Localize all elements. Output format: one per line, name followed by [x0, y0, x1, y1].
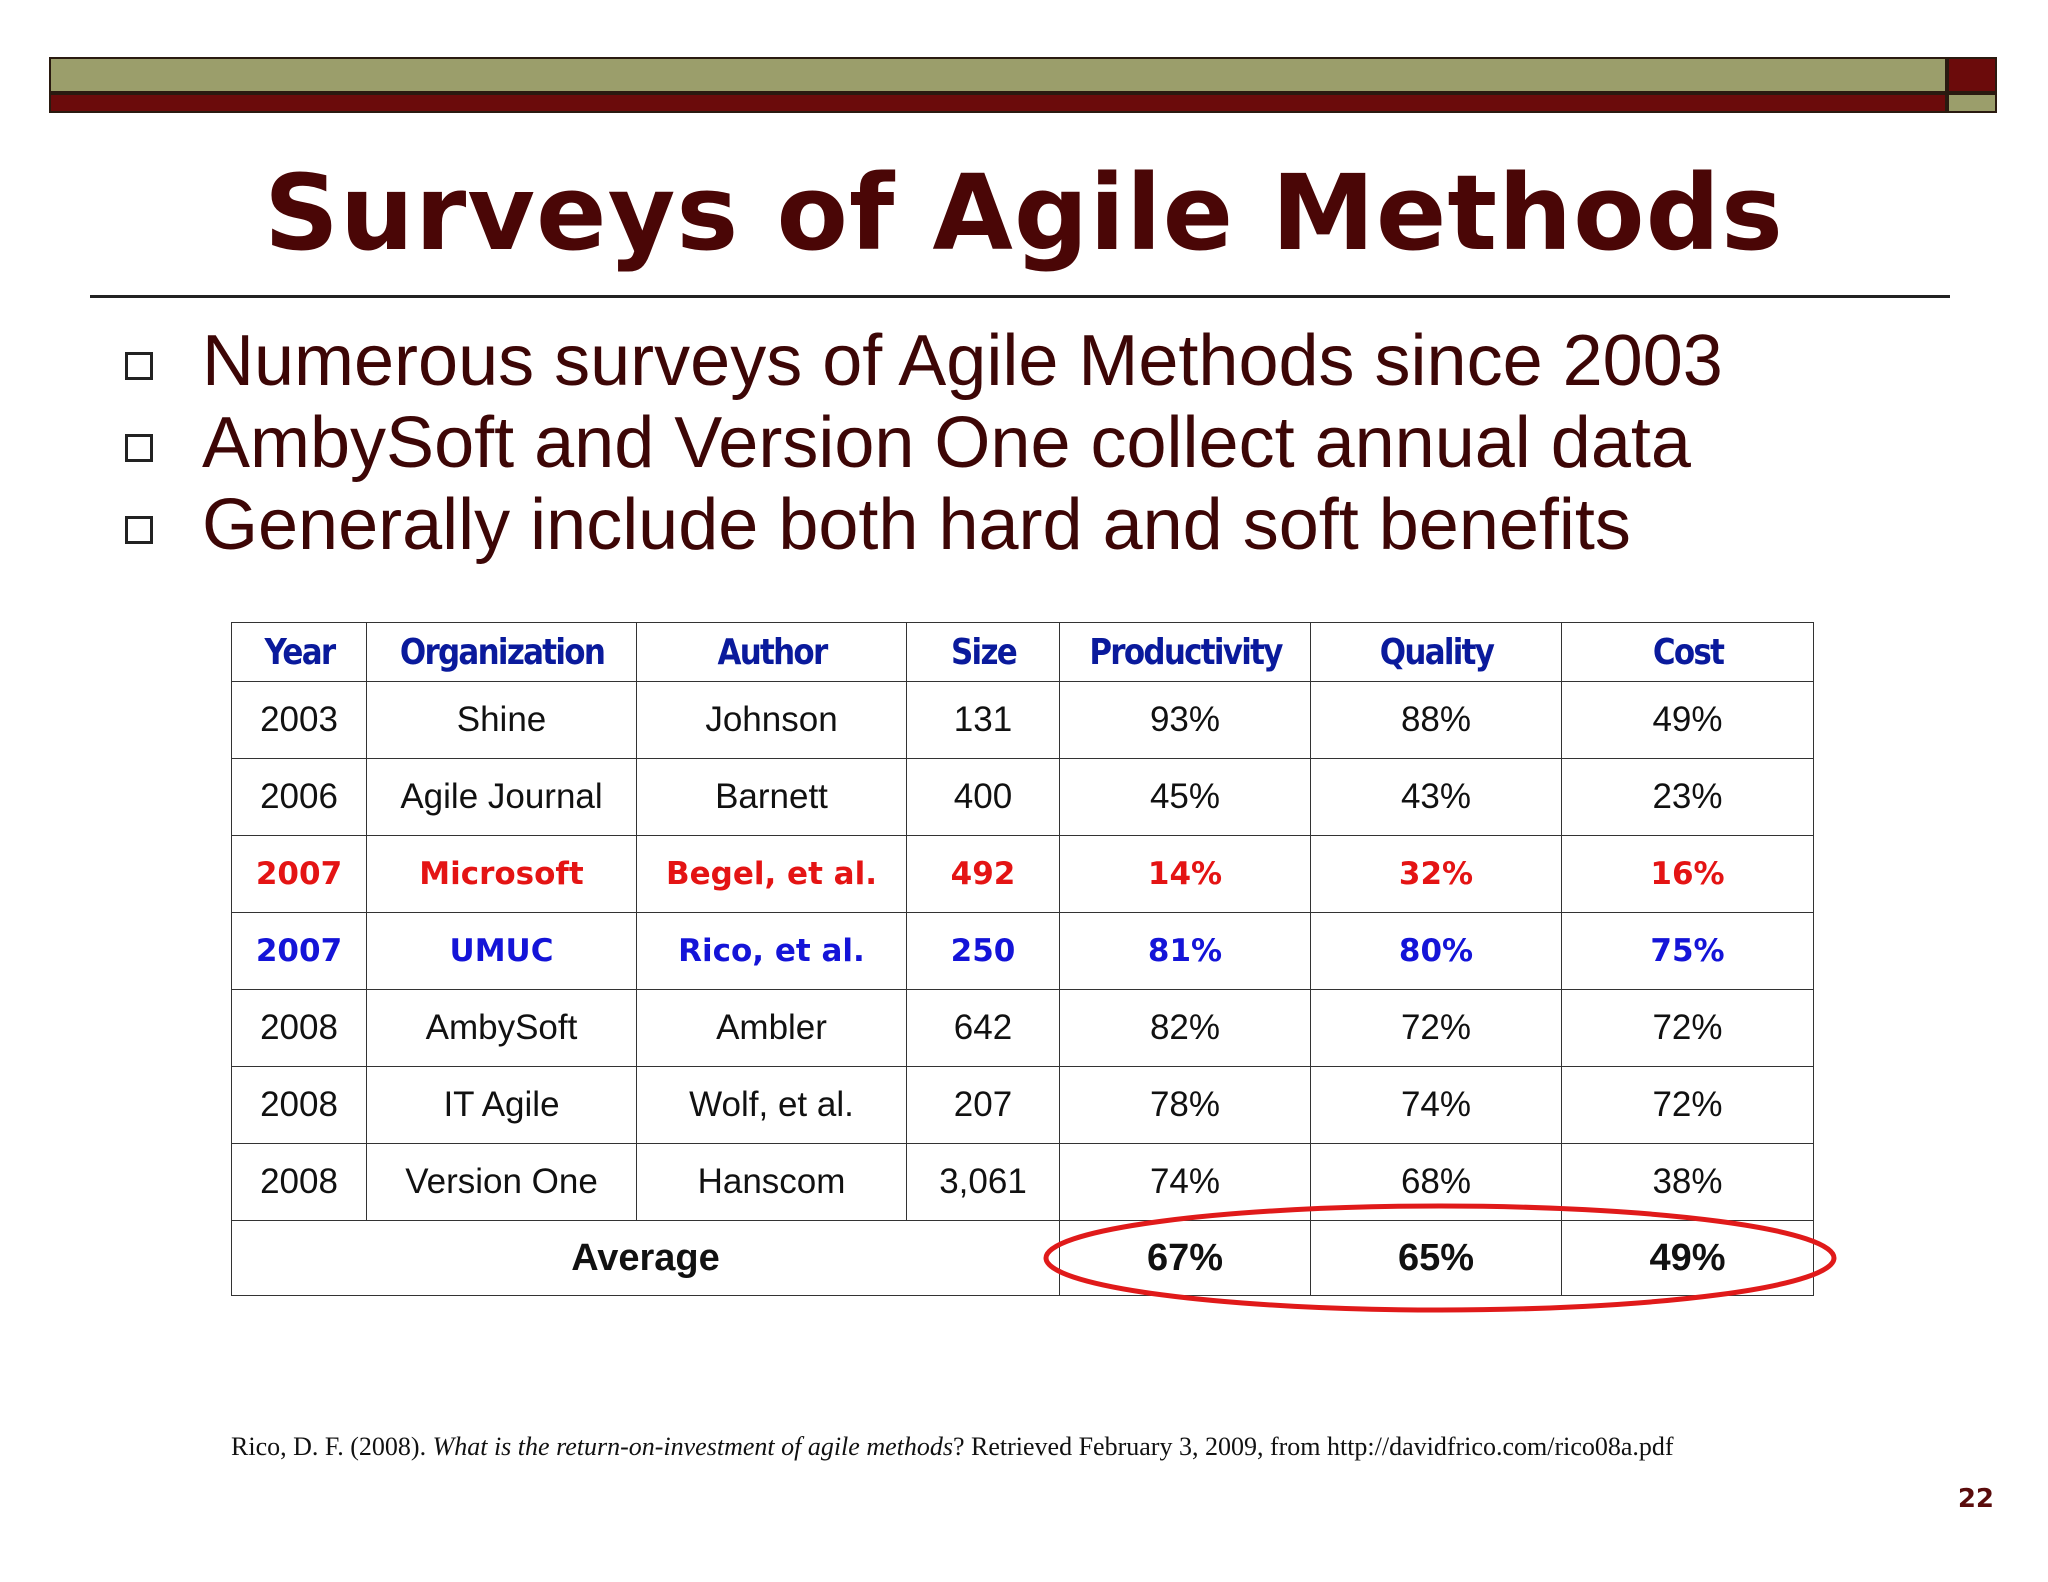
header-productivity: Productivity [1076, 622, 1294, 682]
cell-organization: AmbySoft [366, 989, 637, 1067]
cell-cost: 72% [1561, 989, 1814, 1067]
cell-size: 400 [906, 758, 1060, 836]
citation-prefix: Rico, D. F. (2008). [231, 1432, 433, 1461]
cell-cost: 75% [1561, 912, 1814, 990]
cell-year: 2007 [231, 835, 367, 913]
header-size: Size [916, 622, 1050, 682]
cell-productivity: 45% [1059, 758, 1311, 836]
average-quality: 65% [1310, 1220, 1562, 1296]
cell-productivity: 82% [1059, 989, 1311, 1067]
cell-author: Hanscom [636, 1143, 907, 1221]
cell-productivity: 78% [1059, 1066, 1311, 1144]
cell-author: Rico, et al. [636, 912, 907, 990]
cell-author: Wolf, et al. [636, 1066, 907, 1144]
cell-author: Barnett [636, 758, 907, 836]
table-row: 2006 Agile Journal Barnett 400 45% 43% 2… [231, 758, 1814, 836]
cell-cost: 72% [1561, 1066, 1814, 1144]
table-header-row: Year Organization Author Size Productivi… [232, 622, 1814, 682]
cell-quality: 72% [1310, 989, 1562, 1067]
cell-productivity: 14% [1059, 835, 1311, 913]
survey-table: Year Organization Author Size Productivi… [231, 622, 1814, 1296]
header-organization: Organization [384, 622, 619, 682]
header-bar-olive [49, 57, 1947, 93]
cell-productivity: 93% [1059, 681, 1311, 759]
table-row-highlight-blue: 2007 UMUC Rico, et al. 250 81% 80% 75% [231, 912, 1814, 990]
cell-organization: Agile Journal [366, 758, 637, 836]
bullet-item: Numerous surveys of Agile Methods since … [125, 320, 1723, 402]
cell-quality: 88% [1310, 681, 1562, 759]
bullet-item: AmbySoft and Version One collect annual … [125, 402, 1723, 484]
cell-author: Ambler [636, 989, 907, 1067]
cell-year: 2006 [231, 758, 367, 836]
cell-size: 642 [906, 989, 1060, 1067]
reference-citation: Rico, D. F. (2008). What is the return-o… [231, 1432, 1831, 1462]
cell-organization: IT Agile [366, 1066, 637, 1144]
bullet-text: AmbySoft and Version One collect annual … [202, 403, 1691, 483]
cell-quality: 32% [1310, 835, 1562, 913]
average-highlight-ellipse [1043, 1203, 1837, 1313]
cell-year: 2003 [231, 681, 367, 759]
title-divider [90, 295, 1950, 298]
cell-year: 2008 [231, 989, 367, 1067]
header-quality: Quality [1327, 622, 1545, 682]
cell-productivity: 81% [1059, 912, 1311, 990]
header-author: Author [654, 622, 889, 682]
bullet-text: Numerous surveys of Agile Methods since … [202, 321, 1723, 401]
cell-organization: Shine [366, 681, 637, 759]
cell-size: 207 [906, 1066, 1060, 1144]
table-row-highlight-red: 2007 Microsoft Begel, et al. 492 14% 32%… [231, 835, 1814, 913]
header-corner-maroon [1947, 57, 1997, 93]
citation-title: What is the return-on-investment of agil… [432, 1432, 953, 1461]
cell-quality: 80% [1310, 912, 1562, 990]
slide-title: Surveys of Agile Methods [264, 152, 1784, 274]
average-label: Average [231, 1220, 1060, 1296]
cell-size: 492 [906, 835, 1060, 913]
cell-organization: UMUC [366, 912, 637, 990]
table-row: 2008 IT Agile Wolf, et al. 207 78% 74% 7… [231, 1066, 1814, 1144]
cell-size: 250 [906, 912, 1060, 990]
bullet-item: Generally include both hard and soft ben… [125, 484, 1723, 566]
bullet-text: Generally include both hard and soft ben… [202, 485, 1631, 565]
citation-suffix: ? Retrieved February 3, 2009, from http:… [952, 1432, 1674, 1461]
cell-size: 3,061 [906, 1143, 1060, 1221]
hollow-square-bullet-icon [125, 516, 153, 544]
page-number: 22 [1957, 1484, 1994, 1514]
cell-year: 2007 [231, 912, 367, 990]
cell-organization: Microsoft [366, 835, 637, 913]
cell-author: Johnson [636, 681, 907, 759]
cell-organization: Version One [366, 1143, 637, 1221]
cell-author: Begel, et al. [636, 835, 907, 913]
cell-quality: 74% [1310, 1066, 1562, 1144]
average-cost: 49% [1561, 1220, 1814, 1296]
header-cost: Cost [1578, 622, 1797, 682]
table-row: 2003 Shine Johnson 131 93% 88% 49% [231, 681, 1814, 759]
bullet-list: Numerous surveys of Agile Methods since … [125, 320, 1723, 566]
cell-cost: 23% [1561, 758, 1814, 836]
cell-size: 131 [906, 681, 1060, 759]
cell-year: 2008 [231, 1066, 367, 1144]
cell-year: 2008 [231, 1143, 367, 1221]
header-bar-maroon [49, 93, 1947, 113]
cell-cost: 49% [1561, 681, 1814, 759]
header-corner-olive [1947, 93, 1997, 113]
cell-quality: 43% [1310, 758, 1562, 836]
hollow-square-bullet-icon [125, 434, 153, 462]
hollow-square-bullet-icon [125, 352, 153, 380]
table-row: 2008 AmbySoft Ambler 642 82% 72% 72% [231, 989, 1814, 1067]
cell-cost: 16% [1561, 835, 1814, 913]
header-year: Year [240, 622, 358, 682]
